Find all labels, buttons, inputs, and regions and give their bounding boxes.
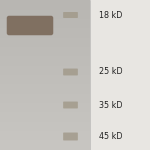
- Text: 25 kD: 25 kD: [99, 68, 123, 76]
- FancyBboxPatch shape: [7, 16, 53, 35]
- Text: 18 kD: 18 kD: [99, 11, 122, 20]
- FancyBboxPatch shape: [63, 12, 78, 18]
- Text: 45 kD: 45 kD: [99, 132, 123, 141]
- Bar: [90, 0, 150, 150]
- FancyBboxPatch shape: [63, 102, 78, 108]
- Text: 35 kD: 35 kD: [99, 100, 123, 109]
- FancyBboxPatch shape: [63, 69, 78, 75]
- FancyBboxPatch shape: [63, 133, 78, 140]
